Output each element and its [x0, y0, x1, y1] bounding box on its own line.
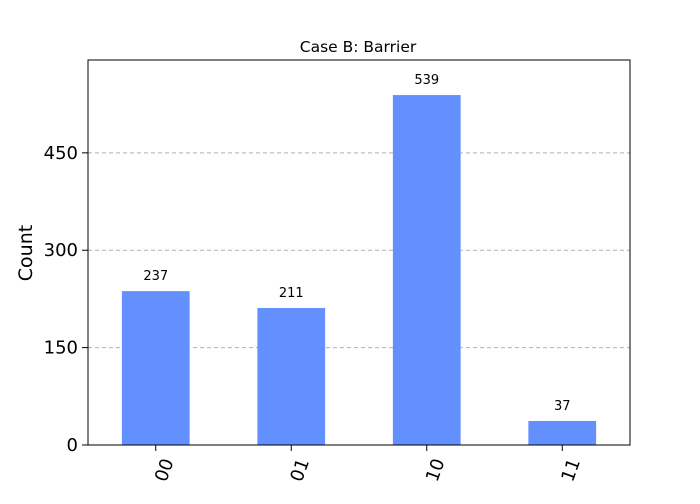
x-tick-label-11: 11 — [557, 456, 585, 485]
y-tick-label: 450 — [44, 143, 78, 164]
bar-01 — [257, 308, 326, 445]
data-label-01: 211 — [279, 286, 304, 301]
data-label-10: 539 — [414, 73, 439, 88]
bar-10 — [392, 95, 461, 445]
y-tick-label: 300 — [44, 240, 78, 261]
bars-layer — [121, 95, 597, 445]
bar-00 — [121, 291, 190, 445]
y-tick-label: 150 — [44, 338, 78, 359]
bar-11 — [528, 420, 597, 445]
x-ticks-layer: 00 01 10 11 — [151, 445, 585, 485]
y-tick-label: 0 — [67, 435, 78, 456]
x-tick-label-01: 01 — [286, 456, 314, 485]
chart-title: Case B: Barrier — [300, 38, 417, 56]
plot-frame — [87, 59, 631, 446]
y-axis-label: Count — [15, 225, 37, 281]
x-tick-label-10: 10 — [422, 456, 450, 485]
data-label-11: 37 — [554, 399, 571, 414]
x-tick-label-00: 00 — [151, 456, 179, 485]
grid-layer — [88, 152, 630, 349]
data-labels-layer: 237 211 539 37 — [143, 73, 570, 414]
data-label-00: 237 — [143, 269, 168, 284]
y-ticks-layer: 0 150 300 450 — [44, 143, 88, 456]
